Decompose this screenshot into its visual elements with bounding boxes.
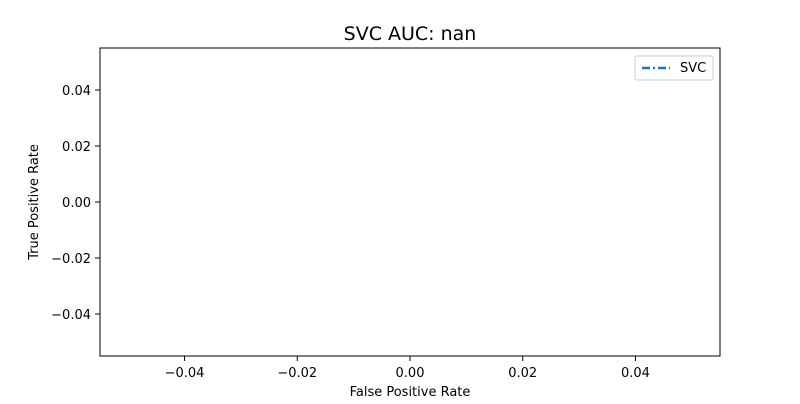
x-axis-ticks: −0.04 −0.02 0.00 0.02 0.04 bbox=[165, 356, 650, 381]
y-tick-label: 0.00 bbox=[62, 196, 91, 211]
y-axis-ticks: −0.04 −0.02 0.00 0.02 0.04 bbox=[51, 84, 100, 323]
x-tick-label: 0.02 bbox=[508, 366, 537, 381]
x-axis-label: False Positive Rate bbox=[350, 385, 471, 400]
y-tick-label: 0.02 bbox=[62, 140, 91, 155]
chart-title: SVC AUC: nan bbox=[344, 23, 477, 45]
legend: SVC bbox=[634, 55, 714, 81]
y-tick-label: −0.04 bbox=[51, 308, 91, 323]
y-tick-label: 0.04 bbox=[62, 84, 91, 99]
x-tick-label: 0.04 bbox=[621, 366, 650, 381]
y-tick-label: −0.02 bbox=[51, 252, 91, 267]
x-tick-label: −0.02 bbox=[277, 366, 317, 381]
x-tick-label: 0.00 bbox=[396, 366, 425, 381]
y-axis-label: True Positive Rate bbox=[27, 144, 42, 261]
x-tick-label: −0.04 bbox=[165, 366, 205, 381]
plot-area bbox=[99, 47, 721, 357]
legend-label: SVC bbox=[680, 61, 706, 76]
legend-box bbox=[634, 55, 714, 81]
